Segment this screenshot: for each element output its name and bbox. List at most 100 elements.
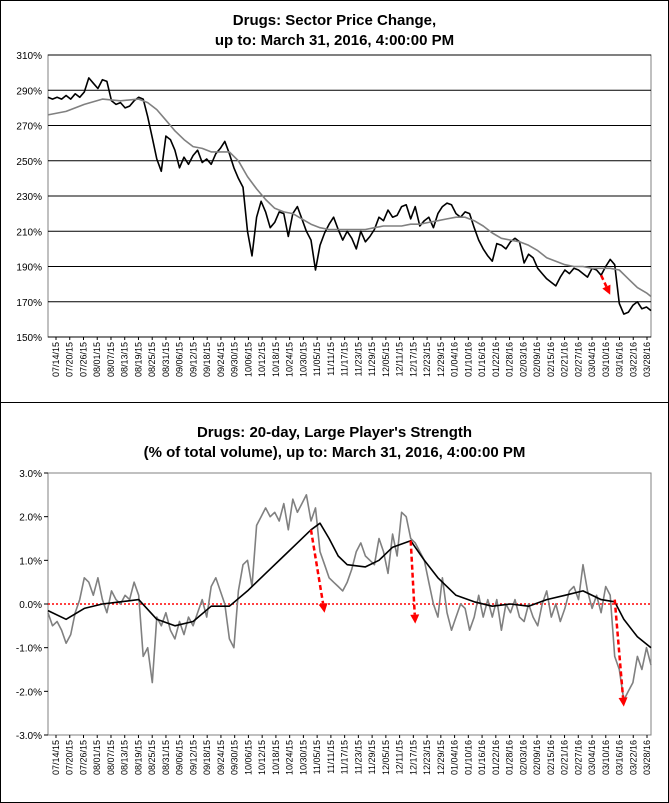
x-tick-label: 12/29/15 — [436, 740, 446, 775]
x-tick-label: 08/01/15 — [92, 740, 102, 775]
x-tick-label: 11/23/15 — [353, 342, 363, 376]
x-tick-label: 08/19/15 — [133, 342, 143, 377]
x-tick-label: 08/07/15 — [106, 740, 116, 775]
x-tick-label: 09/30/15 — [230, 342, 240, 377]
y-tick-label: 290% — [16, 86, 42, 97]
x-tick-label: 08/13/15 — [120, 740, 130, 775]
strength-chart-title-line1: Drugs: 20-day, Large Player's Strength — [196, 424, 473, 441]
x-tick-label: 03/10/16 — [601, 342, 611, 377]
series-line-price — [47, 77, 652, 315]
y-tick-label: 0.0% — [19, 600, 42, 611]
series-line-daily — [47, 494, 652, 701]
series-line-avg20 — [47, 522, 652, 649]
x-tick-label: 11/23/15 — [353, 740, 363, 774]
y-tick-label: 170% — [16, 298, 42, 309]
y-tick-label: 2.0% — [19, 513, 42, 524]
x-tick-label: 01/22/16 — [491, 342, 501, 377]
x-tick-label: 03/16/16 — [615, 740, 625, 775]
x-tick-label: 12/23/15 — [422, 740, 432, 775]
y-tick-label: 250% — [16, 157, 42, 168]
x-tick-label: 09/06/15 — [175, 740, 185, 775]
annotation-arrow-shaft — [409, 540, 416, 615]
x-tick-label: 03/16/16 — [615, 342, 625, 377]
x-tick-label: 08/31/15 — [161, 342, 171, 377]
annotation-arrow-head — [410, 614, 420, 624]
x-tick-label: 08/01/15 — [92, 342, 102, 377]
annotation-arrow-shaft — [309, 529, 325, 605]
x-tick-label: 09/18/15 — [202, 740, 212, 775]
y-tick-label: -3.0% — [16, 731, 42, 742]
x-tick-label: 01/10/16 — [463, 342, 473, 377]
strength-chart-svg: -3.0% -2.0% -1.0% 0.0% 1.0% 2.0% 3.0% 07/14/15 0… — [16, 469, 652, 775]
x-tick-label: 11/17/15 — [340, 342, 350, 376]
x-tick-label: 09/30/15 — [230, 740, 240, 775]
x-tick-label: 01/22/16 — [491, 740, 501, 775]
x-tick-label: 02/15/16 — [546, 342, 556, 377]
price-chart-title-line2: up to: March 31, 2016, 4:00:00 PM — [214, 32, 455, 49]
x-tick-label: 03/10/16 — [601, 740, 611, 775]
x-tick-label: 03/28/16 — [642, 740, 652, 775]
x-tick-label: 01/16/16 — [477, 740, 487, 775]
y-tick-label: 1.0% — [19, 556, 42, 567]
x-tick-label: 03/04/16 — [587, 740, 597, 775]
annotation-arrow-head — [602, 284, 611, 295]
x-tick-label: 02/09/16 — [532, 342, 542, 377]
x-tick-label: 10/06/15 — [243, 740, 253, 775]
x-tick-label: 10/24/15 — [285, 342, 295, 377]
x-tick-label: 02/09/16 — [532, 740, 542, 775]
x-tick-label: 03/04/16 — [587, 342, 597, 377]
x-tick-label: 11/29/15 — [367, 740, 377, 774]
x-tick-label: 10/12/15 — [257, 740, 267, 775]
price-chart-title-line1: Drugs: Sector Price Change, — [232, 12, 437, 29]
x-tick-label: 08/07/15 — [106, 342, 116, 377]
x-tick-label: 02/21/16 — [560, 740, 570, 775]
x-tick-label: 07/26/15 — [78, 740, 88, 775]
x-tick-label: 08/19/15 — [133, 740, 143, 775]
x-tick-label: 08/25/15 — [147, 740, 157, 775]
x-tick-label: 09/12/15 — [188, 342, 198, 377]
x-tick-label: 09/12/15 — [188, 740, 198, 775]
x-tick-label: 07/14/15 — [51, 740, 61, 775]
y-tick-label: 190% — [16, 263, 42, 274]
x-tick-label: 11/29/15 — [367, 342, 377, 376]
annotation-arrow-head — [318, 603, 328, 613]
x-tick-label: 10/12/15 — [257, 342, 267, 377]
x-tick-label: 09/24/15 — [216, 342, 226, 377]
x-tick-label: 11/05/15 — [312, 342, 322, 376]
x-tick-label: 10/18/15 — [271, 740, 281, 775]
x-tick-label: 10/30/15 — [298, 740, 308, 775]
x-tick-label: 02/21/16 — [560, 342, 570, 377]
x-tick-label: 01/04/16 — [450, 342, 460, 377]
y-tick-label: 150% — [16, 333, 42, 344]
x-tick-label: 07/14/15 — [51, 342, 61, 377]
x-tick-label: 10/06/15 — [243, 342, 253, 377]
x-tick-label: 08/25/15 — [147, 342, 157, 377]
x-tick-label: 01/16/16 — [477, 342, 487, 377]
strength-chart-panel: Drugs: 20-day, Large Player's Strength (… — [0, 402, 669, 803]
y-tick-label: -2.0% — [16, 687, 42, 698]
x-tick-label: 10/24/15 — [285, 740, 295, 775]
x-tick-label: 02/27/16 — [573, 342, 583, 377]
x-tick-label: 11/05/15 — [312, 740, 322, 774]
x-tick-label: 11/17/15 — [340, 740, 350, 774]
x-tick-label: 07/20/15 — [65, 740, 75, 775]
x-tick-label: 12/11/15 — [395, 342, 405, 376]
x-tick-label: 02/15/16 — [546, 740, 556, 775]
x-tick-label: 12/23/15 — [422, 342, 432, 377]
x-tick-label: 11/11/15 — [326, 342, 336, 376]
y-tick-label: 270% — [16, 122, 42, 133]
y-tick-label: 230% — [16, 192, 42, 203]
x-tick-label: 12/17/15 — [408, 740, 418, 775]
strength-chart-title-line2: (% of total volume), up to: March 31, 20… — [143, 444, 526, 461]
x-tick-label: 12/29/15 — [436, 342, 446, 377]
x-tick-label: 08/13/15 — [120, 342, 130, 377]
x-tick-label: 12/11/15 — [395, 740, 405, 774]
x-tick-label: 03/22/16 — [628, 342, 638, 377]
x-tick-label: 03/22/16 — [628, 740, 638, 775]
x-tick-label: 10/18/15 — [271, 342, 281, 377]
x-tick-label: 01/28/16 — [505, 342, 515, 377]
x-tick-label: 12/17/15 — [408, 342, 418, 377]
x-tick-label: 07/20/15 — [65, 342, 75, 377]
y-tick-label: 210% — [16, 227, 42, 238]
y-tick-label: 310% — [16, 51, 42, 62]
